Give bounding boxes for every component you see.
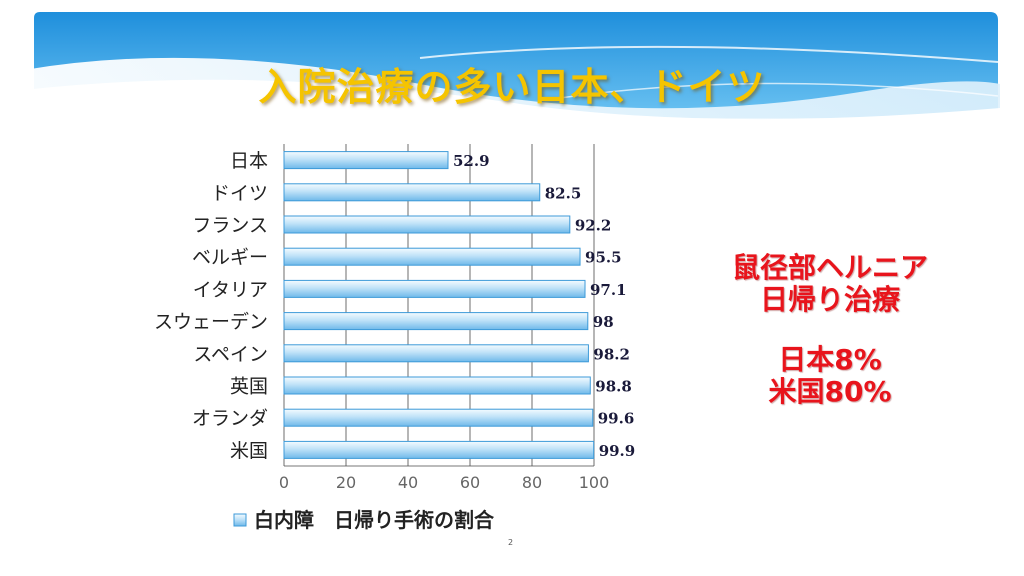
bar [283, 151, 449, 170]
slide-number: 2 [508, 538, 514, 547]
category-label: スウェーデン [154, 311, 268, 333]
legend-label: 白内障 日帰り手術の割合 [254, 508, 495, 532]
category-label: フランス [192, 215, 268, 237]
note-line-3: 日本8% [778, 343, 882, 376]
bar [283, 215, 571, 234]
category-label: 日本 [230, 150, 268, 172]
x-tick-label: 0 [279, 473, 289, 492]
x-tick-label: 60 [460, 473, 480, 492]
header-banner [24, 12, 1000, 140]
data-label: 52.9 [453, 152, 490, 170]
category-label: ベルギー [192, 247, 268, 269]
data-label: 95.5 [585, 249, 622, 267]
bar [283, 376, 591, 395]
category-label: 英国 [230, 376, 268, 398]
bar [283, 408, 594, 427]
category-label: 米国 [230, 440, 268, 462]
data-label: 98 [593, 313, 614, 331]
x-tick-label: 40 [398, 473, 418, 492]
slide-title: 入院治療の多い日本、ドイツ [258, 65, 766, 109]
data-label: 92.2 [575, 217, 612, 235]
data-label: 99.6 [598, 410, 635, 428]
note-line-1: 鼠径部ヘルニア [731, 251, 928, 284]
category-label: イタリア [193, 279, 268, 301]
hernia-note: 鼠径部ヘルニア 日帰り治療 日本8% 米国80% [700, 252, 960, 408]
category-label: オランダ [192, 408, 268, 430]
data-label: 99.9 [599, 442, 636, 460]
legend-swatch [233, 513, 247, 527]
bar [283, 247, 581, 266]
note-line-2: 日帰り治療 [759, 283, 900, 316]
x-tick-label: 100 [579, 473, 610, 492]
bar [283, 440, 595, 459]
category-label: スペイン [193, 343, 268, 365]
bar [283, 312, 589, 331]
x-tick-label: 80 [522, 473, 542, 492]
data-label: 82.5 [545, 184, 582, 202]
data-label: 98.8 [595, 378, 632, 396]
bar [283, 279, 586, 298]
bar [283, 183, 541, 202]
data-label: 98.2 [593, 345, 630, 363]
note-line-4: 米国80% [768, 375, 892, 408]
data-label: 97.1 [590, 281, 627, 299]
category-label: ドイツ [211, 182, 268, 204]
bar [283, 344, 589, 363]
x-tick-label: 20 [336, 473, 356, 492]
